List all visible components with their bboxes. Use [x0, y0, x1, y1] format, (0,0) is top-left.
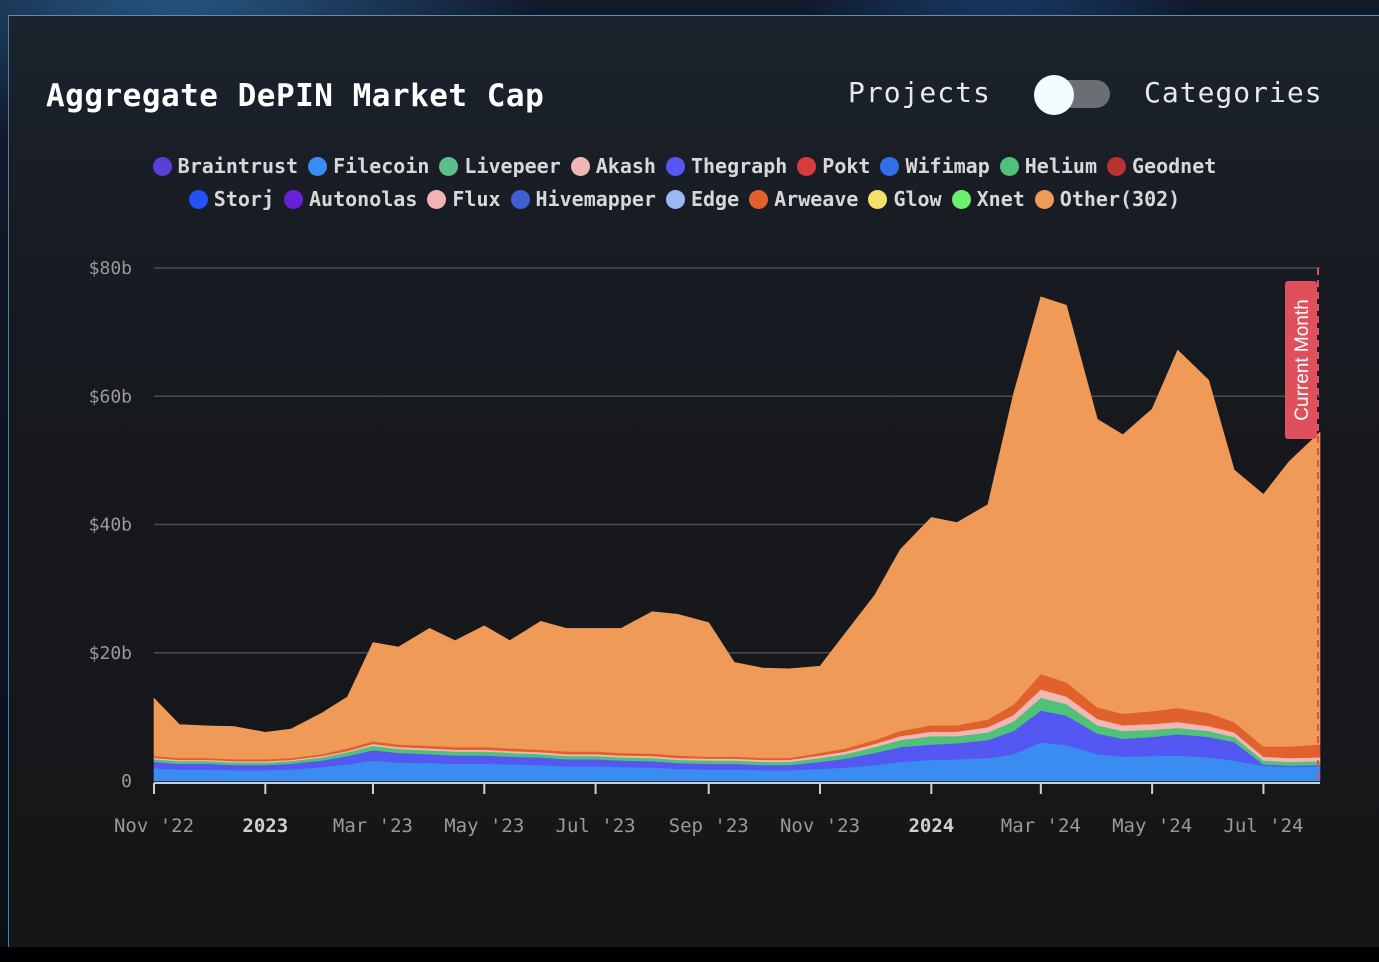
y-tick-label: 0: [121, 771, 132, 792]
x-tick-label: Mar '24: [1001, 815, 1081, 837]
legend-item[interactable]: Arweave: [749, 187, 858, 211]
legend-item[interactable]: Helium: [999, 154, 1098, 178]
legend-label: Flux: [452, 187, 501, 211]
legend-swatch: [188, 189, 208, 209]
legend-swatch: [570, 156, 590, 176]
legend-swatch: [797, 156, 817, 176]
toggle-knob[interactable]: [1034, 75, 1074, 115]
legend-item[interactable]: Xnet: [951, 187, 1025, 211]
x-tick-label: May '24: [1112, 815, 1192, 837]
legend-item[interactable]: Thegraph: [665, 154, 788, 178]
legend-item[interactable]: Geodnet: [1107, 154, 1216, 178]
y-tick-label: $60b: [89, 386, 132, 407]
x-tick-label: Nov '23: [780, 815, 860, 837]
legend-item[interactable]: Livepeer: [439, 154, 561, 178]
current-month-badge: [1285, 281, 1317, 439]
y-tick-label: $40b: [89, 515, 132, 536]
legend-label: Helium: [1024, 154, 1098, 178]
y-tick-label: $80b: [89, 258, 132, 279]
legend-swatch: [665, 189, 685, 209]
legend-swatch: [1107, 156, 1127, 176]
legend-swatch: [880, 156, 900, 176]
series-area-other302: [153, 296, 1321, 760]
legend-label: Geodnet: [1132, 154, 1217, 178]
toggle-label-projects[interactable]: Projects: [848, 76, 991, 109]
legend-swatch: [999, 156, 1019, 176]
legend-swatch: [427, 189, 447, 209]
legend-label: Autonolas: [309, 187, 418, 211]
chart-title: Aggregate DePIN Market Cap: [46, 78, 545, 114]
current-month-marker: Current Month: [1285, 268, 1319, 781]
legend-swatch: [152, 156, 172, 176]
legend-label: Wifimap: [905, 154, 990, 178]
y-tick-label: $20b: [89, 643, 132, 664]
legend-item[interactable]: Braintrust: [152, 154, 299, 178]
area-series: [153, 296, 1321, 782]
legend-item[interactable]: Filecoin: [308, 154, 429, 178]
legend-label: Thegraph: [690, 154, 788, 178]
legend-label: Arweave: [774, 187, 859, 211]
legend-label: Other(302): [1059, 187, 1181, 211]
legend-label: Filecoin: [333, 154, 430, 178]
legend-item[interactable]: Hivemapper: [510, 187, 656, 211]
legend-swatch: [308, 156, 328, 176]
x-tick-label: Jul '24: [1223, 815, 1303, 837]
legend-label: Braintrust: [177, 154, 299, 178]
x-tick-label: Nov '22: [114, 815, 194, 837]
x-tick-label: Mar '23: [333, 815, 413, 837]
legend-swatch: [284, 189, 303, 209]
toggle-label-categories[interactable]: Categories: [1144, 76, 1323, 109]
legend-swatch: [1034, 189, 1054, 209]
y-tick-labels: 0 $20b $40b $60b $80b: [89, 258, 132, 792]
legend-item[interactable]: Edge: [665, 187, 740, 211]
legend-item[interactable]: Akash: [570, 154, 656, 178]
legend-label: Pokt: [822, 154, 871, 178]
legend-label: Xnet: [976, 187, 1025, 211]
legend-label: Akash: [595, 154, 656, 178]
legend-swatch: [665, 156, 685, 176]
legend-label: Hivemapper: [535, 187, 656, 211]
legend-row-2: Storj Autonolas Flux Hivemapper Edge Arweave G…: [0, 187, 1379, 211]
legend-item[interactable]: Autonolas: [284, 187, 417, 211]
legend-swatch: [868, 189, 888, 209]
x-tick-label: Jul '23: [556, 815, 636, 837]
legend-swatch: [951, 189, 971, 209]
legend-item[interactable]: Other(302): [1034, 187, 1181, 211]
legend-row-1: Braintrust Filecoin Livepeer Akash Thegraph P…: [0, 154, 1379, 178]
x-tick-label: Sep '23: [669, 815, 749, 837]
bottom-strip: [0, 947, 1379, 962]
x-tick-label: May '23: [444, 815, 524, 837]
x-tick-labels: Nov '22 2023 Mar '23 May '23 Jul '23 Sep '23 N…: [114, 815, 1304, 837]
legend-item[interactable]: Pokt: [797, 154, 870, 178]
legend-label: Livepeer: [464, 154, 561, 178]
x-axis: [153, 782, 1320, 794]
legend-label: Glow: [893, 187, 942, 211]
legend-item[interactable]: Wifimap: [880, 154, 990, 178]
legend-label: Storj: [213, 187, 274, 211]
legend-swatch: [749, 189, 769, 209]
legend-label: Edge: [690, 187, 740, 211]
legend-swatch: [510, 189, 530, 209]
legend-swatch: [439, 156, 459, 176]
x-tick-label: 2024: [908, 815, 954, 837]
legend-item[interactable]: Glow: [868, 187, 942, 211]
legend-item[interactable]: Storj: [188, 187, 274, 211]
x-tick-label: 2023: [242, 815, 288, 837]
current-month-label: Current Month: [1292, 299, 1313, 420]
legend-item[interactable]: Flux: [427, 187, 501, 211]
